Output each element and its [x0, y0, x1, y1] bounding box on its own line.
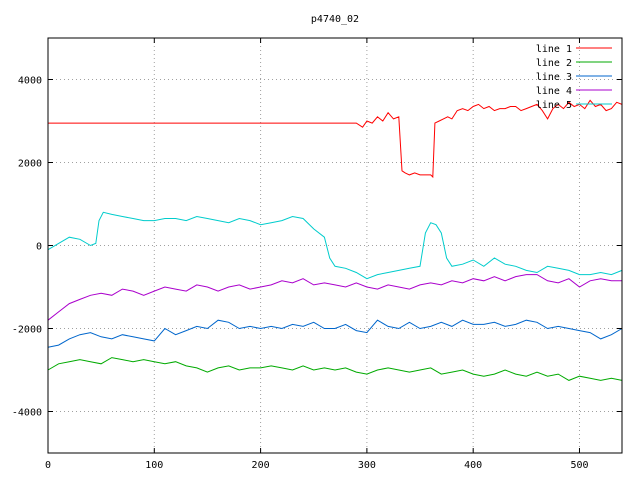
axis-ticks: 0 100 200 300 400 500 -4000 -2000 0 2000 4000 [12, 38, 622, 471]
series-line-2 [47, 357, 623, 381]
series-lines [47, 99, 623, 381]
legend-label-5: line 5 [536, 100, 572, 111]
legend-label-4: line 4 [536, 86, 572, 97]
y-tick-label: 4000 [18, 76, 42, 87]
y-tick-label: -2000 [12, 325, 42, 336]
legend-label-1: line 1 [536, 44, 572, 55]
chart-title: p4740_02 [311, 14, 359, 25]
y-tick-label: 0 [36, 242, 42, 253]
y-tick-label: 2000 [18, 159, 42, 170]
legend: line 1 line 2 line 3 line 4 line 5 [536, 44, 612, 111]
x-tick-label: 100 [145, 460, 163, 471]
series-line-3 [47, 319, 623, 348]
legend-label-2: line 2 [536, 58, 572, 69]
series-line-1 [48, 99, 623, 179]
x-tick-label: 300 [358, 460, 376, 471]
x-tick-label: 200 [252, 460, 270, 471]
series-line-5 [47, 211, 623, 280]
x-tick-label: 0 [45, 460, 51, 471]
y-tick-label: -4000 [12, 408, 42, 419]
x-tick-label: 400 [464, 460, 482, 471]
x-tick-label: 500 [570, 460, 588, 471]
series-line-4 [47, 274, 622, 321]
legend-label-3: line 3 [536, 72, 572, 83]
